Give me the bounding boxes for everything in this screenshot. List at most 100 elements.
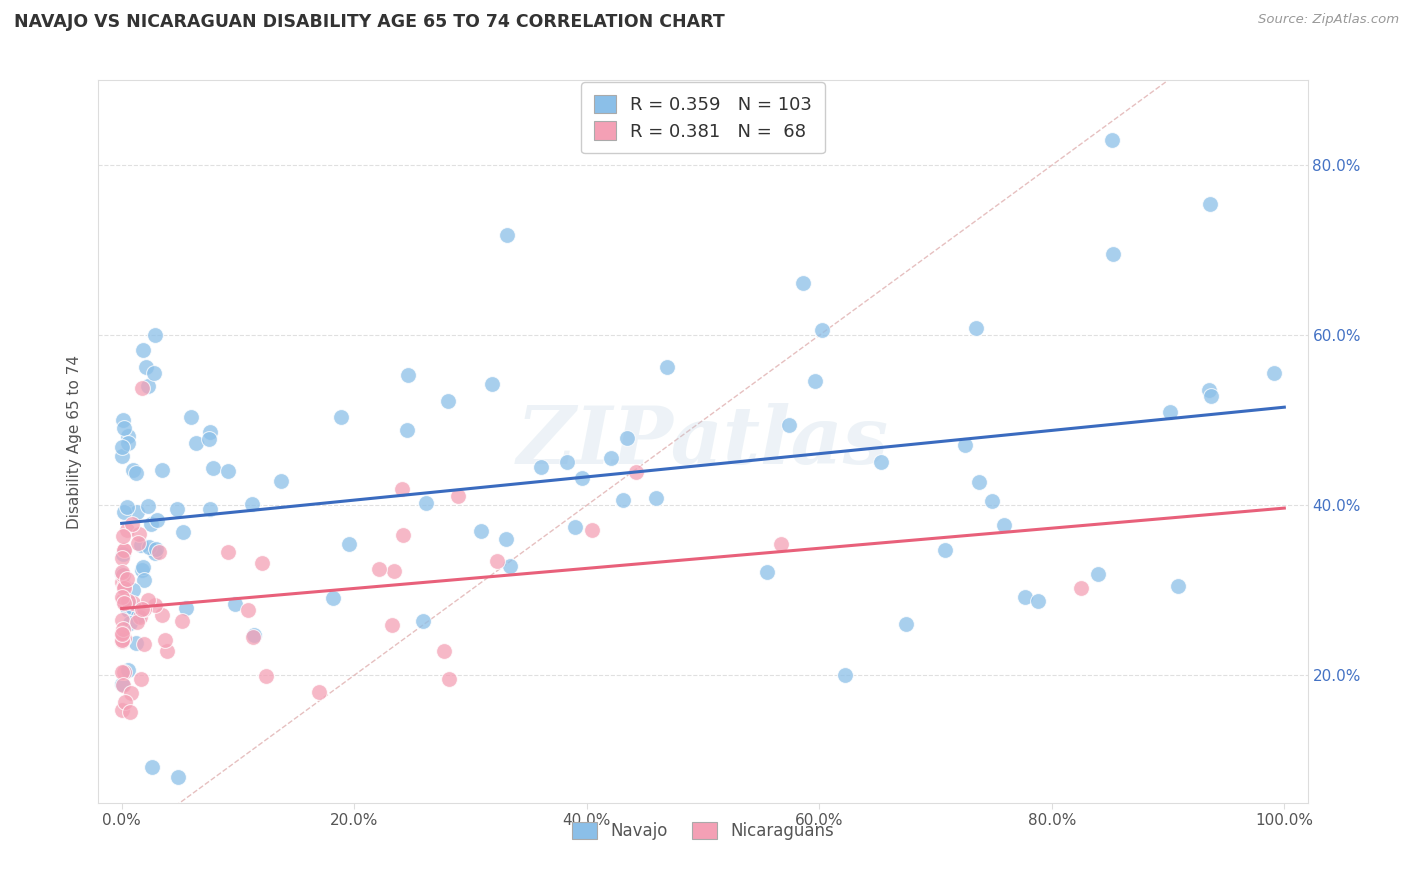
Point — [337, 537, 360, 551]
Point — [111, 678, 134, 692]
Point — [117, 663, 139, 677]
Point — [121, 596, 143, 610]
Point — [131, 381, 153, 395]
Point — [934, 542, 956, 557]
Point — [111, 565, 134, 579]
Point — [145, 546, 167, 560]
Point — [156, 644, 179, 658]
Point — [894, 617, 917, 632]
Point — [198, 425, 221, 439]
Point — [125, 636, 148, 650]
Point — [138, 540, 160, 554]
Point — [111, 574, 134, 589]
Point — [112, 505, 135, 519]
Point — [148, 544, 170, 558]
Point — [804, 374, 827, 388]
Point — [198, 501, 221, 516]
Point — [217, 464, 239, 478]
Point — [530, 459, 553, 474]
Y-axis label: Disability Age 65 to 74: Disability Age 65 to 74 — [67, 354, 83, 529]
Point — [112, 593, 135, 607]
Point — [111, 622, 134, 636]
Point — [111, 551, 134, 566]
Point — [172, 614, 194, 628]
Point — [600, 450, 623, 465]
Point — [778, 417, 800, 432]
Point — [1014, 591, 1036, 605]
Point — [145, 542, 167, 557]
Point — [616, 431, 638, 445]
Text: NAVAJO VS NICARAGUAN DISABILITY AGE 65 TO 74 CORRELATION CHART: NAVAJO VS NICARAGUAN DISABILITY AGE 65 T… — [14, 13, 725, 31]
Point — [150, 607, 173, 622]
Point — [330, 410, 353, 425]
Point — [495, 227, 517, 242]
Point — [132, 573, 155, 587]
Point — [120, 705, 142, 719]
Point — [1198, 384, 1220, 398]
Point — [322, 591, 344, 605]
Point — [115, 572, 138, 586]
Point — [121, 516, 143, 531]
Point — [174, 601, 197, 615]
Point — [485, 554, 508, 568]
Point — [117, 428, 139, 442]
Point — [415, 495, 437, 509]
Point — [135, 359, 157, 374]
Point — [555, 455, 578, 469]
Point — [111, 625, 134, 640]
Text: ZIPatlas: ZIPatlas — [517, 403, 889, 480]
Text: Source: ZipAtlas.com: Source: ZipAtlas.com — [1258, 13, 1399, 27]
Point — [967, 475, 990, 490]
Point — [112, 632, 135, 646]
Point — [117, 523, 139, 537]
Point — [254, 669, 277, 683]
Point — [111, 528, 134, 542]
Point — [180, 409, 202, 424]
Point — [412, 614, 434, 628]
Point — [243, 628, 266, 642]
Point — [1070, 581, 1092, 595]
Point — [136, 499, 159, 513]
Point — [131, 560, 153, 574]
Point — [141, 516, 163, 531]
Point — [117, 594, 139, 608]
Point — [111, 449, 134, 463]
Point — [392, 527, 415, 541]
Point — [143, 327, 166, 342]
Point — [1087, 566, 1109, 581]
Point — [202, 460, 225, 475]
Point — [127, 505, 149, 519]
Point — [965, 321, 987, 335]
Point — [121, 600, 143, 615]
Point — [242, 630, 264, 644]
Point — [166, 770, 188, 784]
Point — [470, 524, 492, 538]
Point — [186, 435, 208, 450]
Point — [368, 562, 391, 576]
Point — [125, 615, 148, 629]
Point — [657, 359, 679, 374]
Point — [495, 532, 517, 546]
Point — [834, 668, 856, 682]
Point — [125, 466, 148, 480]
Point — [111, 702, 134, 716]
Point — [132, 602, 155, 616]
Point — [396, 368, 419, 382]
Point — [117, 602, 139, 616]
Point — [111, 613, 134, 627]
Point — [131, 602, 153, 616]
Point — [111, 665, 134, 679]
Point — [112, 543, 135, 558]
Point — [612, 493, 634, 508]
Point — [381, 617, 404, 632]
Point — [645, 491, 668, 505]
Point — [1159, 405, 1181, 419]
Point — [111, 634, 134, 648]
Point — [1199, 196, 1222, 211]
Point — [120, 685, 142, 699]
Point — [224, 598, 246, 612]
Point — [111, 440, 134, 454]
Point — [112, 421, 135, 435]
Point — [581, 524, 603, 538]
Point — [1167, 579, 1189, 593]
